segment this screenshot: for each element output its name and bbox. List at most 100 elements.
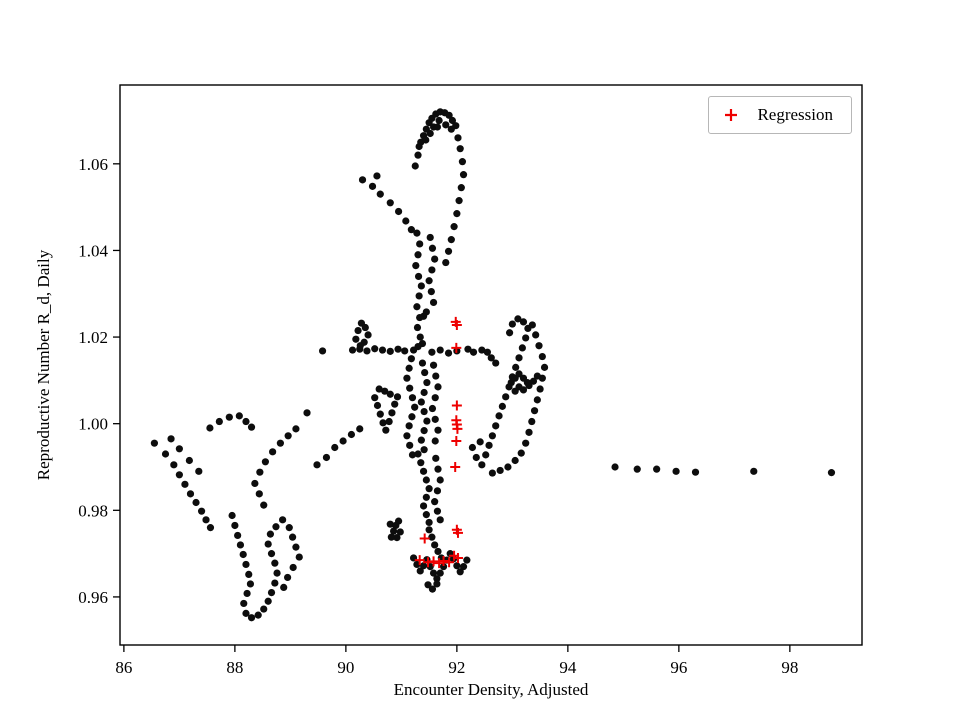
data-point [292, 543, 300, 551]
data-point [408, 413, 416, 421]
data-point [266, 530, 274, 538]
data-point [444, 349, 453, 357]
data-point [356, 342, 364, 350]
data-point [256, 468, 264, 476]
data-point [181, 480, 189, 488]
data-point [519, 318, 528, 326]
data-point [442, 258, 450, 267]
data-point [525, 428, 533, 436]
data-point [457, 184, 465, 192]
data-point [431, 498, 439, 506]
data-point [197, 507, 206, 515]
data-point [271, 559, 279, 567]
data-point [255, 490, 263, 498]
data-point [414, 450, 422, 458]
data-point [285, 524, 293, 532]
data-point [405, 422, 413, 430]
data-point [390, 527, 398, 535]
data-point [514, 315, 522, 323]
data-point [426, 129, 434, 138]
legend: Regression [708, 96, 852, 134]
data-point [472, 453, 480, 462]
data-point [273, 569, 281, 577]
regression-point [451, 400, 462, 411]
data-point [393, 533, 401, 542]
data-point [382, 426, 390, 434]
data-point [276, 439, 284, 447]
data-point [422, 476, 430, 484]
data-point [434, 383, 442, 391]
regression-point [452, 527, 463, 538]
data-point [408, 451, 417, 459]
data-point [234, 531, 242, 540]
x-tick-label: 98 [781, 658, 798, 677]
data-point [284, 573, 292, 582]
data-point [419, 562, 428, 570]
data-point [434, 465, 442, 473]
data-point [352, 335, 360, 343]
data-point [464, 345, 472, 353]
data-point [261, 458, 270, 466]
data-point [242, 609, 250, 617]
data-point [435, 116, 443, 125]
data-point [417, 282, 425, 290]
data-point [511, 456, 519, 465]
x-axis-title: Encounter Density, Adjusted [393, 680, 589, 699]
data-point [528, 321, 536, 329]
data-point [264, 597, 272, 605]
y-axis-title: Reproductive Number R_d, Daily [34, 249, 53, 481]
data-point [406, 384, 414, 392]
data-point [459, 563, 468, 571]
data-point [416, 333, 424, 341]
data-point [432, 372, 440, 380]
data-point [206, 524, 215, 532]
data-point [373, 172, 381, 180]
data-point [827, 469, 836, 477]
data-point [260, 501, 268, 509]
data-point [458, 158, 467, 166]
data-point [292, 425, 300, 433]
data-point [381, 387, 389, 395]
data-point [431, 437, 439, 445]
y-tick-label: 1.02 [78, 328, 108, 347]
data-point [536, 385, 544, 393]
data-point [478, 346, 486, 354]
data-point [239, 550, 247, 559]
data-point [402, 217, 410, 225]
data-point [428, 404, 437, 413]
data-point [379, 419, 387, 427]
data-point [431, 394, 439, 402]
data-point [433, 487, 442, 495]
data-point [426, 233, 434, 242]
data-point [225, 413, 233, 421]
data-point [386, 390, 394, 398]
data-point [533, 396, 541, 404]
data-point [422, 136, 430, 144]
data-point [442, 121, 450, 129]
data-point [192, 498, 200, 507]
data-point [469, 348, 478, 356]
data-point [505, 329, 514, 337]
data-point [488, 469, 496, 477]
data-point [414, 151, 422, 159]
data-point [405, 364, 413, 372]
data-point [482, 451, 490, 459]
data-point [358, 176, 367, 184]
data-point [429, 298, 438, 307]
data-point [386, 520, 394, 528]
data-point [347, 430, 356, 439]
data-point [428, 266, 436, 274]
data-point [260, 605, 268, 613]
data-point [313, 461, 321, 469]
data-point [267, 550, 276, 558]
data-point [348, 346, 357, 354]
regression-series [414, 316, 463, 569]
data-point [235, 412, 243, 420]
data-point [271, 579, 279, 587]
data-point [318, 347, 327, 355]
data-point [339, 437, 347, 445]
data-point [413, 323, 422, 332]
data-point [517, 449, 525, 457]
data-point [425, 485, 433, 493]
